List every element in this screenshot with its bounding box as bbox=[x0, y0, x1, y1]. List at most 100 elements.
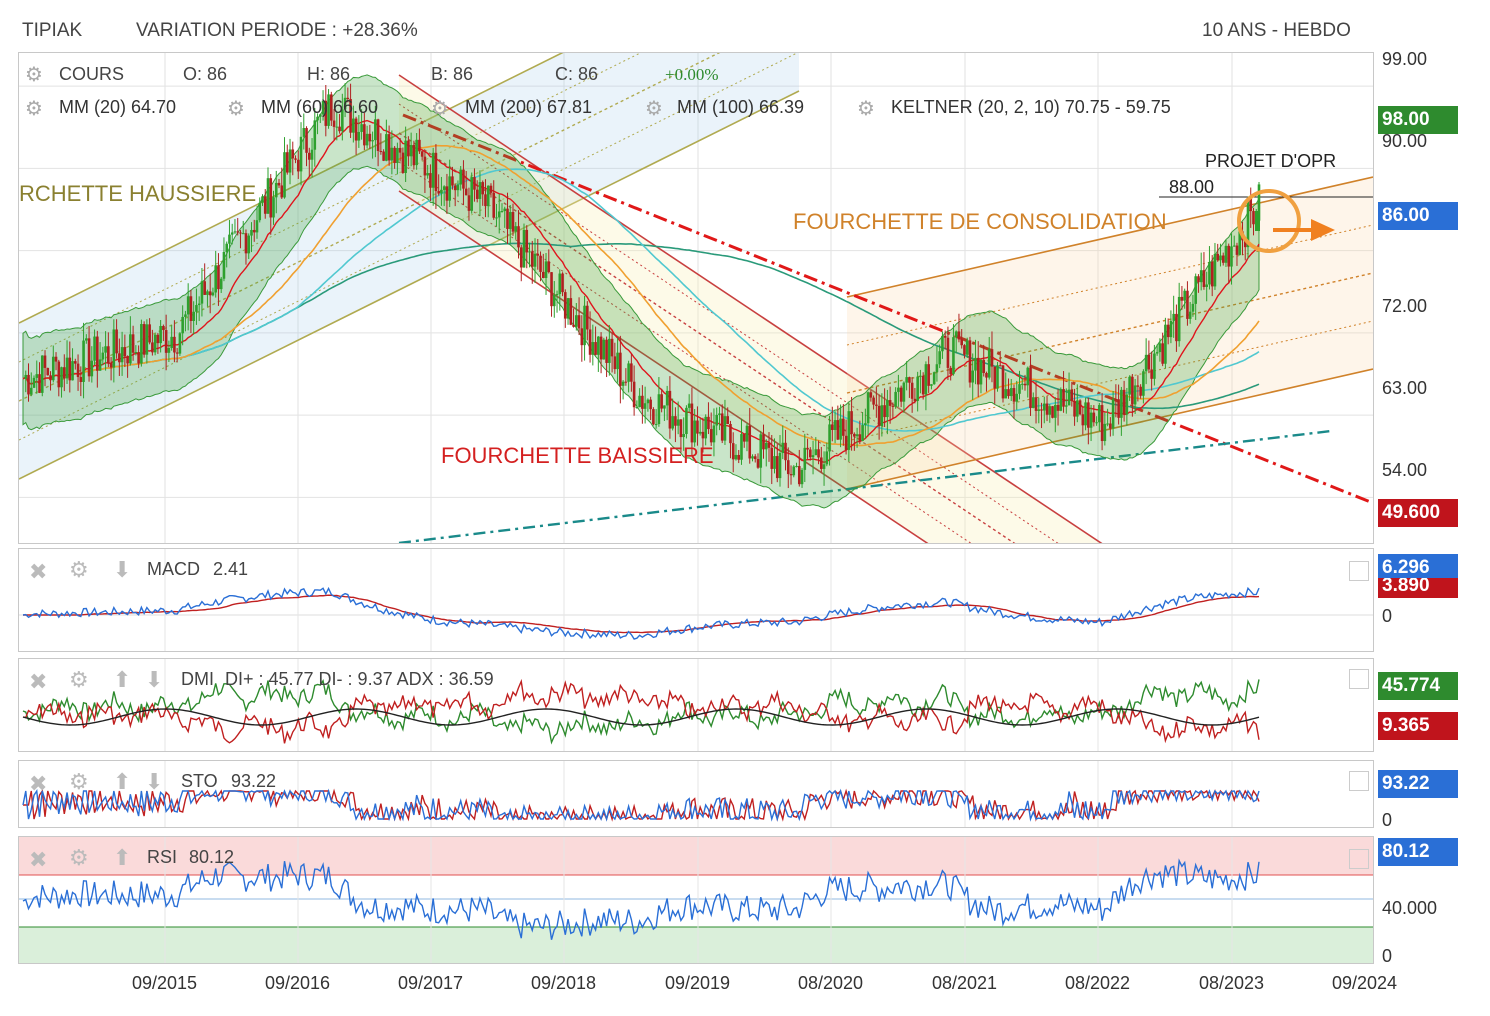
mm20-gear-icon[interactable]: ⚙ bbox=[25, 98, 43, 120]
candle bbox=[616, 352, 619, 370]
candle bbox=[866, 392, 870, 424]
legend-open: O: 86 bbox=[183, 64, 228, 84]
candle bbox=[263, 196, 267, 214]
macd-checkbox[interactable] bbox=[1349, 561, 1369, 581]
candle bbox=[1133, 385, 1137, 405]
candle bbox=[985, 372, 988, 378]
arrow-up-icon[interactable]: ⬆ bbox=[113, 845, 132, 870]
arrow-down-icon[interactable]: ⬇ bbox=[145, 769, 164, 794]
candle bbox=[307, 152, 311, 160]
candle bbox=[679, 419, 683, 438]
candle bbox=[1199, 270, 1203, 283]
candle bbox=[170, 336, 173, 349]
candle bbox=[1001, 365, 1005, 399]
arrow-down-icon[interactable]: ⬇ bbox=[145, 667, 164, 692]
candle bbox=[228, 234, 231, 244]
candle bbox=[1051, 406, 1054, 418]
haussiere-channel-upper bbox=[19, 53, 564, 324]
candle bbox=[112, 329, 116, 368]
close-icon[interactable]: ✖ bbox=[29, 559, 48, 584]
candle bbox=[1106, 423, 1109, 425]
dmi-checkbox[interactable] bbox=[1349, 669, 1369, 689]
candle bbox=[608, 338, 611, 363]
candle bbox=[932, 372, 936, 385]
dmi-panel[interactable]: ✖ ⚙ ⬆ ⬇ DMI DI+ : 45.77 DI- : 9.37 ADX :… bbox=[18, 658, 1374, 752]
adx-line bbox=[22, 708, 1260, 726]
sto-panel[interactable]: ✖ ⚙ ⬆ ⬇ STO 93.22 bbox=[18, 760, 1374, 828]
mm200-gear-icon[interactable]: ⚙ bbox=[431, 98, 449, 120]
sto-checkbox[interactable] bbox=[1349, 771, 1369, 791]
candle bbox=[789, 474, 793, 476]
candle bbox=[577, 315, 581, 329]
candle bbox=[759, 434, 763, 468]
candle bbox=[685, 407, 688, 435]
candle bbox=[1232, 245, 1236, 247]
candle bbox=[987, 349, 991, 378]
candle bbox=[594, 342, 597, 355]
candle bbox=[1070, 389, 1074, 401]
candle bbox=[266, 178, 270, 214]
cours-gear-icon[interactable]: ⚙ bbox=[25, 64, 43, 86]
mm100-gear-icon[interactable]: ⚙ bbox=[645, 98, 663, 120]
price-panel[interactable]: ⚙ COURS O: 86 H: 86 B: 86 C: 86 +0.00% ⚙… bbox=[18, 52, 1374, 544]
close-icon[interactable]: ✖ bbox=[29, 669, 48, 694]
candle bbox=[1158, 343, 1162, 353]
gear-icon[interactable]: ⚙ bbox=[69, 557, 89, 582]
arrow-up-icon[interactable]: ⬆ bbox=[113, 667, 132, 692]
arrow-up-icon[interactable]: ⬆ bbox=[113, 769, 132, 794]
candle bbox=[781, 442, 785, 454]
candle bbox=[996, 365, 999, 389]
candle bbox=[723, 416, 727, 441]
candle bbox=[718, 413, 721, 415]
candle bbox=[572, 324, 575, 327]
gear-icon[interactable]: ⚙ bbox=[69, 667, 89, 692]
rsi-panel[interactable]: ✖ ⚙ ⬆ RSI 80.12 bbox=[18, 836, 1374, 964]
candle bbox=[1087, 402, 1090, 428]
candle bbox=[1213, 253, 1217, 287]
candle bbox=[1169, 320, 1173, 338]
candle bbox=[272, 197, 275, 218]
candle bbox=[891, 405, 895, 407]
candle bbox=[767, 442, 771, 448]
candle bbox=[464, 188, 468, 196]
candle bbox=[919, 375, 922, 377]
candle bbox=[437, 191, 440, 194]
price-chart-svg bbox=[19, 53, 1373, 543]
macd-signal-line bbox=[23, 594, 1260, 634]
close-icon[interactable]: ✖ bbox=[29, 847, 48, 872]
mm60-gear-icon[interactable]: ⚙ bbox=[227, 98, 245, 120]
candle bbox=[90, 360, 94, 377]
candle bbox=[864, 423, 867, 426]
rsi-value: 80.12 bbox=[189, 847, 235, 867]
gear-icon[interactable]: ⚙ bbox=[69, 845, 89, 870]
candle bbox=[591, 342, 595, 355]
candle bbox=[693, 420, 696, 443]
candle bbox=[875, 404, 878, 406]
candle bbox=[497, 211, 501, 218]
candle bbox=[580, 328, 584, 346]
candle bbox=[850, 411, 853, 434]
candle bbox=[1186, 290, 1189, 319]
rsi-checkbox[interactable] bbox=[1349, 849, 1369, 869]
close-icon[interactable]: ✖ bbox=[29, 771, 48, 796]
macd-panel[interactable]: ✖ ⚙ ⬇ MACD 2.41 bbox=[18, 548, 1374, 652]
macd-zero-label: 0 bbox=[1382, 606, 1393, 626]
candle bbox=[569, 298, 573, 325]
candle bbox=[792, 466, 796, 476]
mm20-line bbox=[22, 119, 1260, 463]
candle bbox=[888, 400, 892, 406]
candle bbox=[1109, 423, 1112, 429]
gear-icon[interactable]: ⚙ bbox=[69, 769, 89, 794]
candle bbox=[861, 425, 864, 441]
candle bbox=[1065, 405, 1068, 407]
candle bbox=[283, 152, 286, 198]
macd-value: 2.41 bbox=[213, 559, 249, 579]
candle bbox=[115, 329, 118, 354]
candle bbox=[305, 128, 308, 153]
candle bbox=[742, 434, 746, 442]
candle bbox=[40, 355, 44, 393]
candle bbox=[38, 374, 41, 393]
keltner-gear-icon[interactable]: ⚙ bbox=[857, 98, 875, 120]
arrow-down-icon[interactable]: ⬇ bbox=[113, 557, 132, 582]
candle bbox=[54, 356, 58, 362]
